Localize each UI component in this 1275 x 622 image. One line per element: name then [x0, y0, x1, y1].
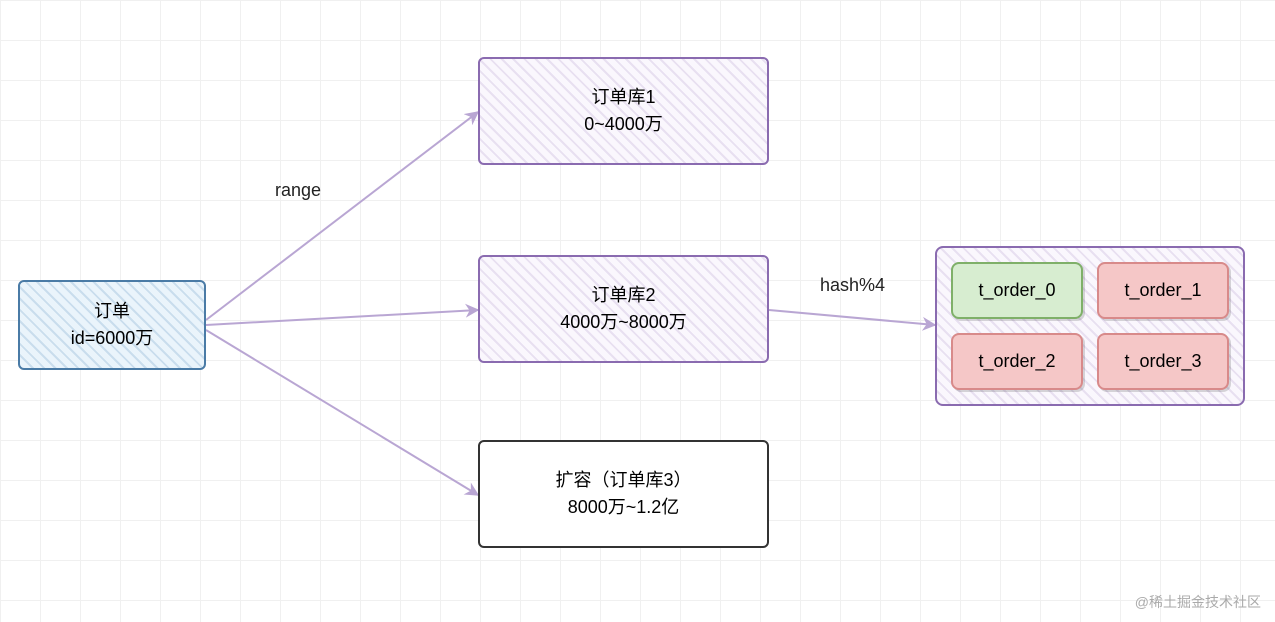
label-range: range: [275, 180, 321, 201]
node-tables: t_order_0t_order_1t_order_2t_order_3: [935, 246, 1245, 406]
node-db1: 订单库1 0~4000万: [478, 57, 769, 165]
watermark: @稀土掘金技术社区: [1135, 592, 1261, 612]
node-db1-title: 订单库1: [591, 84, 655, 111]
table-t_order_0: t_order_0: [951, 262, 1083, 319]
node-order-title: 订单: [94, 298, 130, 325]
node-db3-sub: 8000万~1.2亿: [568, 494, 680, 521]
node-db2-sub: 4000万~8000万: [560, 309, 687, 336]
node-order: 订单 id=6000万: [18, 280, 206, 370]
table-t_order_3: t_order_3: [1097, 333, 1229, 390]
node-db3: 扩容（订单库3） 8000万~1.2亿: [478, 440, 769, 548]
node-db2: 订单库2 4000万~8000万: [478, 255, 769, 363]
table-t_order_1: t_order_1: [1097, 262, 1229, 319]
node-db2-title: 订单库2: [591, 282, 655, 309]
node-db1-sub: 0~4000万: [584, 111, 663, 138]
diagram-canvas: 订单 id=6000万 订单库1 0~4000万 订单库2 4000万~8000…: [0, 0, 1275, 622]
node-order-sub: id=6000万: [71, 325, 154, 352]
node-db3-title: 扩容（订单库3）: [555, 467, 691, 494]
table-t_order_2: t_order_2: [951, 333, 1083, 390]
label-hash: hash%4: [820, 275, 885, 296]
